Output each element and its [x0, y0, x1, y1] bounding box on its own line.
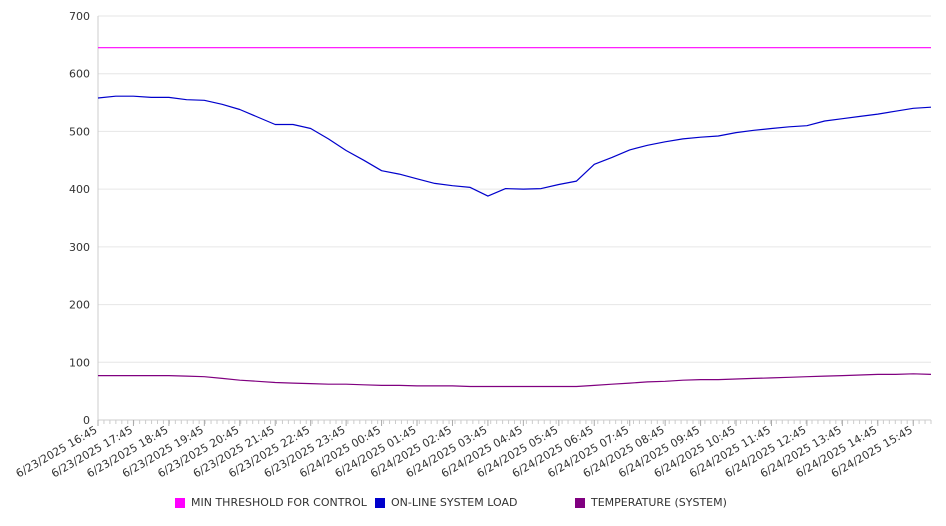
gridlines	[98, 15, 931, 363]
y-tick-label: 200	[69, 299, 90, 312]
chart-legend: MIN THRESHOLD FOR CONTROL ON-LINE SYSTEM…	[0, 496, 946, 516]
legend-item-temperature: TEMPERATURE (SYSTEM)	[575, 496, 727, 509]
legend-swatch-icon	[175, 497, 185, 508]
legend-swatch-icon	[575, 497, 585, 508]
legend-swatch-icon	[375, 497, 385, 508]
legend-label: ON-LINE SYSTEM LOAD	[391, 496, 518, 509]
y-tick-label: 0	[83, 414, 90, 427]
x-tick-labels: 6/23/2025 16:456/23/2025 17:456/23/2025 …	[14, 423, 915, 480]
y-tick-label: 300	[69, 241, 90, 254]
series-line-system-load	[97, 95, 932, 197]
series-line-temperature	[98, 373, 932, 388]
y-tick-label: 600	[69, 68, 90, 81]
y-tick-label: 500	[69, 125, 90, 138]
legend-item-system-load: ON-LINE SYSTEM LOAD	[375, 496, 517, 509]
y-tick-label: 400	[69, 183, 90, 196]
y-tick-label: 700	[69, 10, 90, 23]
legend-label: MIN THRESHOLD FOR CONTROL	[191, 496, 367, 509]
y-tick-labels: 0 100 200 300 400 500 600 700	[69, 10, 90, 427]
legend-item-min-threshold: MIN THRESHOLD FOR CONTROL	[175, 496, 367, 509]
axes	[97, 16, 932, 426]
y-tick-label: 100	[69, 356, 90, 369]
legend-label: TEMPERATURE (SYSTEM)	[591, 496, 727, 509]
series-lines	[97, 47, 932, 388]
